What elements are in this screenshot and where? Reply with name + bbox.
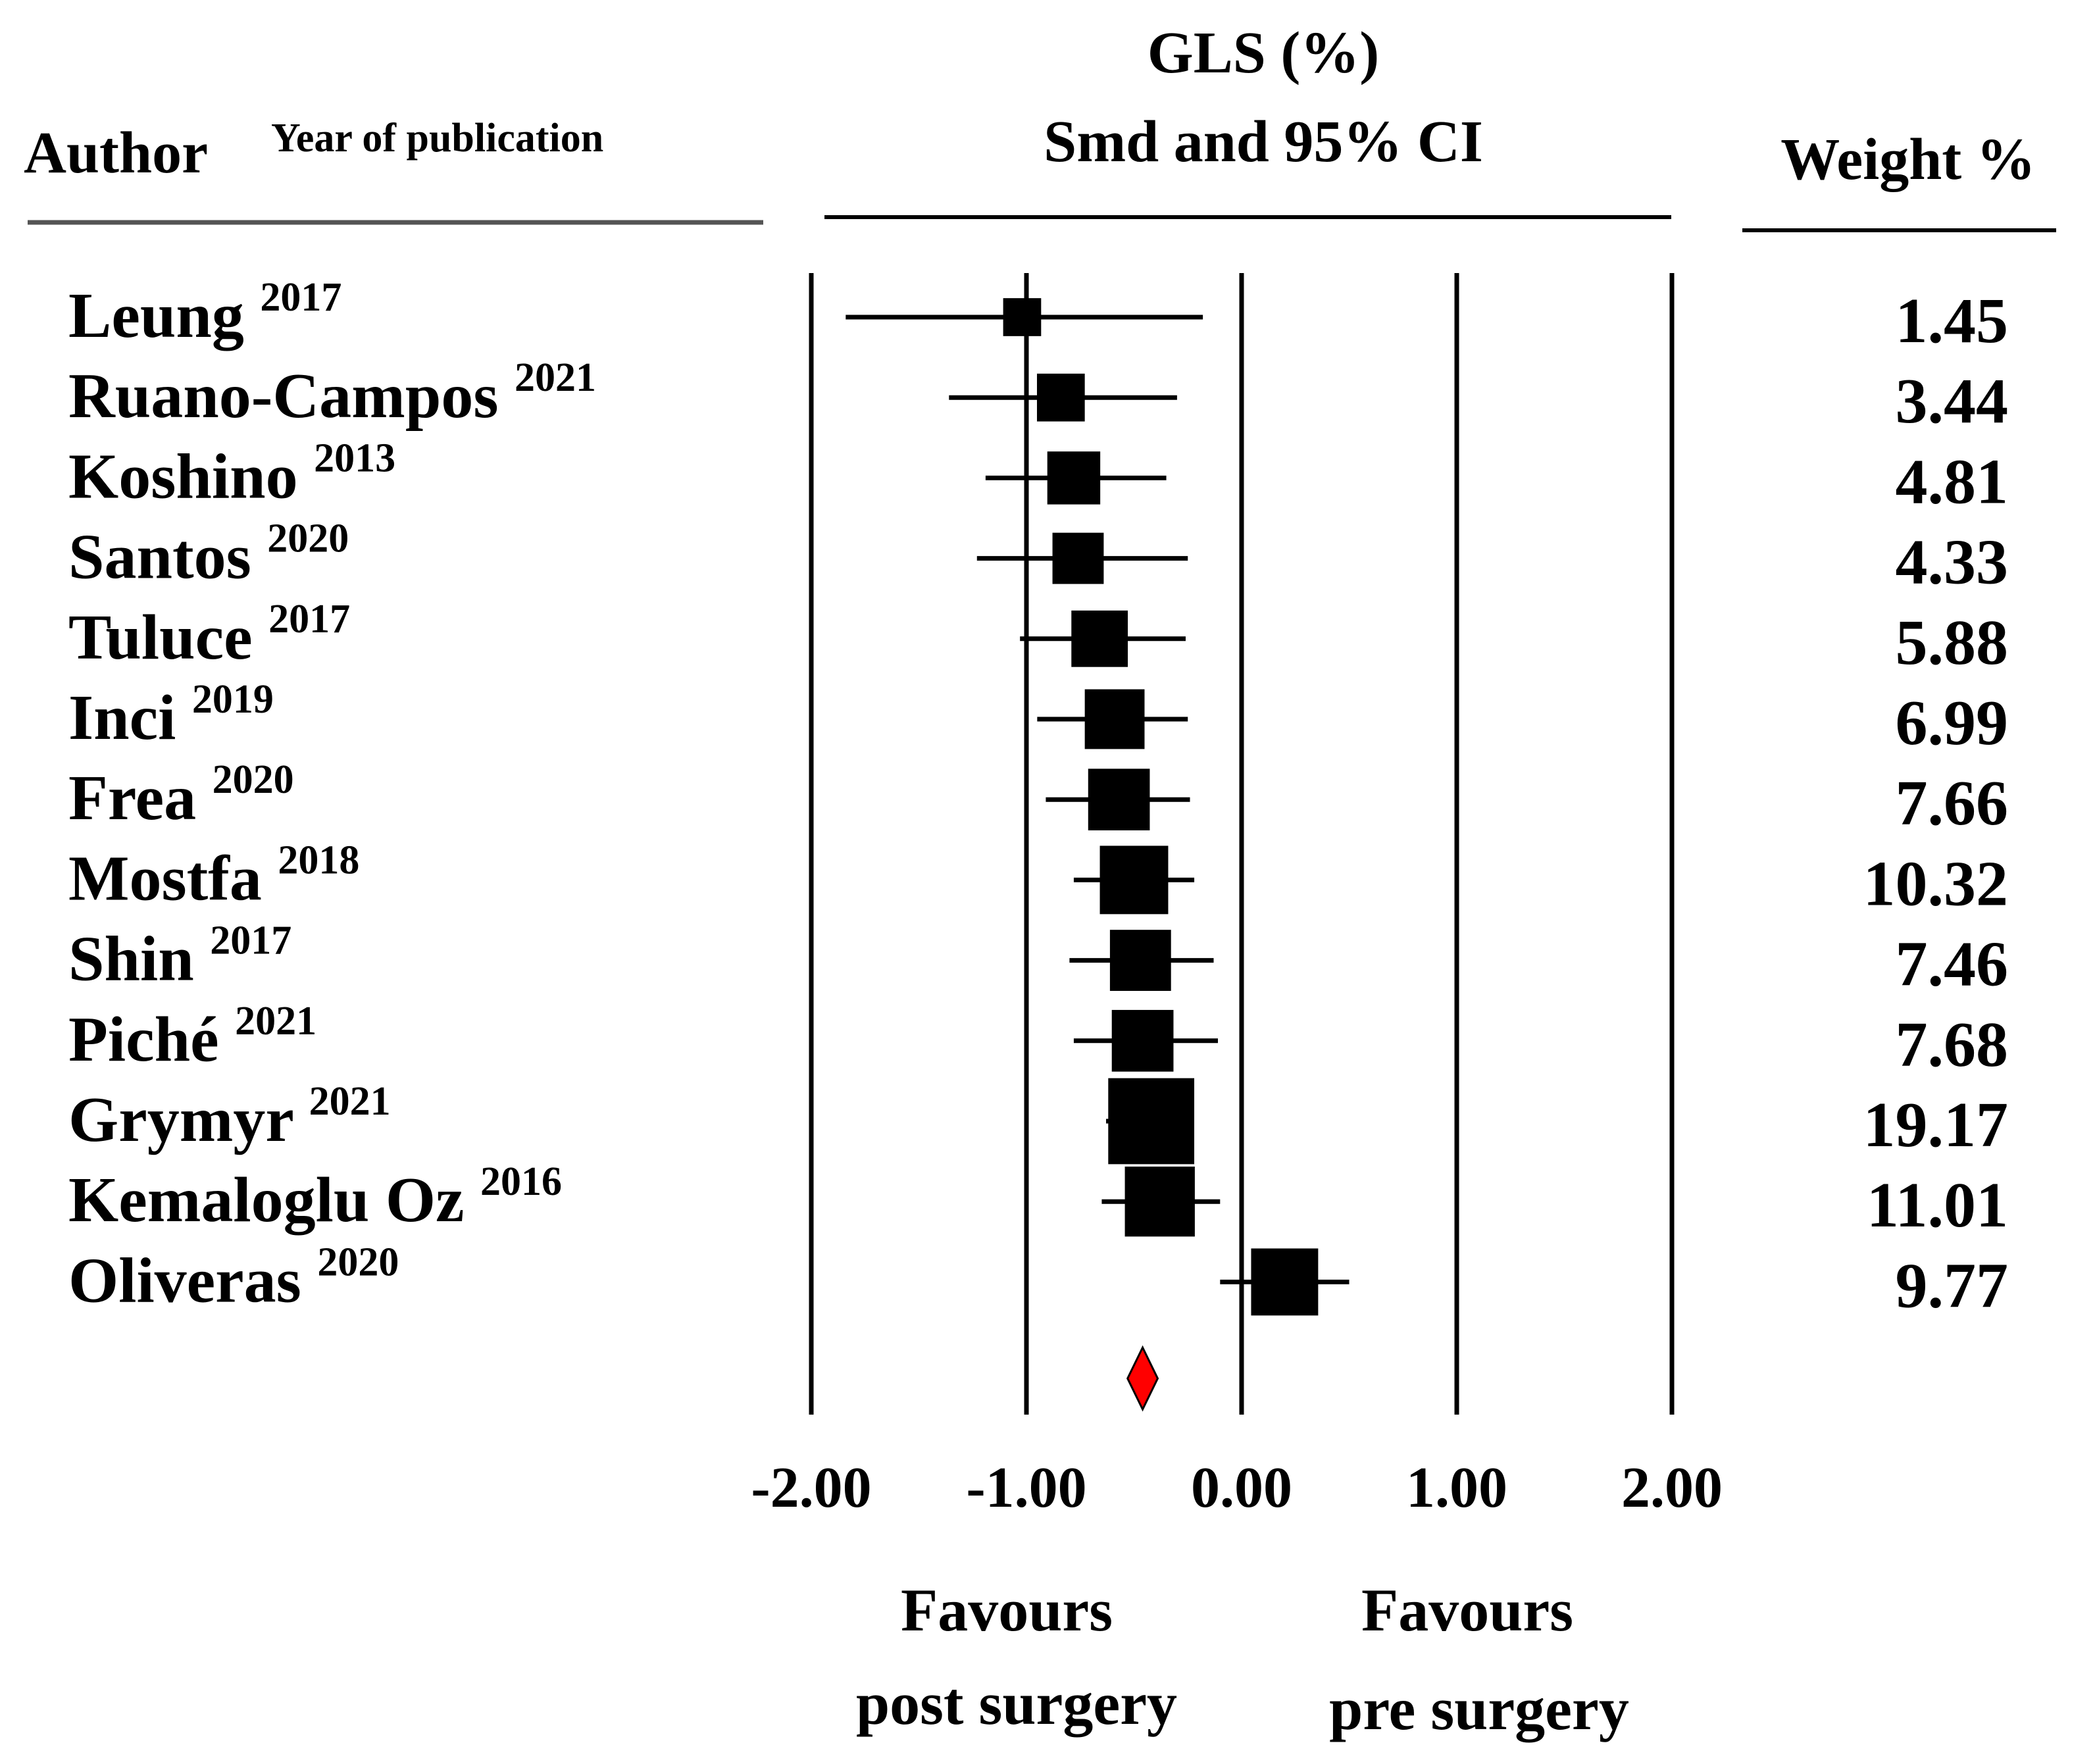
weight-header: Weight % — [1780, 127, 2036, 192]
point-estimate-2 — [1047, 451, 1101, 505]
weight-value-11: 11.01 — [1867, 1170, 2008, 1241]
point-estimate-11 — [1124, 1167, 1195, 1237]
weight-value-1: 3.44 — [1896, 366, 2009, 437]
study-label-5: Inci 2019 — [68, 677, 274, 753]
pooled-estimate-diamond — [1126, 1345, 1159, 1412]
chart-title: GLS (%) — [1148, 20, 1380, 86]
tick-label-1: -1.00 — [966, 1456, 1086, 1520]
tick-label-0: -2.00 — [751, 1456, 871, 1520]
study-label-10: Grymyr 2021 — [68, 1079, 391, 1155]
weight-value-3: 4.33 — [1896, 527, 2009, 598]
point-estimate-5 — [1084, 689, 1145, 749]
chart-subtitle: Smd and 95% CI — [1044, 109, 1483, 174]
weight-value-4: 5.88 — [1896, 607, 2009, 678]
weight-value-12: 9.77 — [1896, 1250, 2009, 1321]
weight-value-9: 7.68 — [1896, 1009, 2009, 1080]
point-estimate-6 — [1088, 769, 1150, 831]
study-label-0: Leung 2017 — [68, 275, 341, 351]
weight-value-10: 19.17 — [1863, 1090, 2009, 1161]
year-header: Year of publication — [271, 116, 603, 161]
weight-value-6: 7.66 — [1896, 768, 2009, 839]
weight-value-7: 10.32 — [1863, 848, 2009, 919]
study-label-11: Kemaloglu Oz 2016 — [68, 1159, 562, 1236]
study-label-12: Oliveras 2020 — [68, 1240, 399, 1316]
weight-value-8: 7.46 — [1896, 929, 2009, 1000]
study-label-7: Mostfa 2018 — [68, 838, 359, 914]
tick-label-3: 1.00 — [1406, 1456, 1507, 1520]
weight-value-0: 1.45 — [1896, 286, 2009, 357]
favours-right-line1: Favours — [1361, 1576, 1573, 1644]
study-label-8: Shin 2017 — [68, 919, 291, 995]
point-estimate-3 — [1052, 532, 1104, 584]
point-estimate-4 — [1071, 610, 1128, 667]
study-label-4: Tuluce 2017 — [68, 597, 350, 673]
point-estimate-9 — [1111, 1009, 1174, 1072]
point-estimate-12 — [1251, 1248, 1319, 1316]
point-estimate-10 — [1108, 1078, 1195, 1165]
tick-label-2: 0.00 — [1191, 1456, 1292, 1520]
study-label-2: Koshino 2013 — [68, 436, 395, 512]
weight-value-5: 6.99 — [1896, 688, 2009, 759]
favours-right-line2: pre surgery — [1329, 1675, 1629, 1742]
favours-left-line1: Favours — [901, 1576, 1113, 1644]
study-marks — [846, 298, 1350, 1316]
point-estimate-1 — [1036, 373, 1085, 422]
study-label-3: Santos 2020 — [68, 517, 349, 593]
axis-tick-labels: -2.00 -1.00 0.00 1.00 2.00 — [751, 1456, 1723, 1520]
favours-left-line2: post surgery — [856, 1670, 1177, 1737]
weight-value-2: 4.81 — [1896, 446, 2009, 517]
point-estimate-7 — [1099, 845, 1169, 915]
tick-label-4: 2.00 — [1621, 1456, 1723, 1520]
study-label-9: Piché 2021 — [68, 999, 316, 1075]
author-header: Author — [24, 120, 208, 186]
study-label-1: Ruano-Campos 2021 — [68, 355, 596, 432]
point-estimate-0 — [1003, 298, 1042, 336]
point-estimate-8 — [1109, 930, 1171, 992]
study-label-6: Frea 2020 — [68, 757, 294, 834]
study-labels: Leung 2017 1.45 Ruano-Campos 2021 3.44 Koshi… — [68, 275, 2008, 1321]
gridlines — [809, 273, 1675, 1415]
